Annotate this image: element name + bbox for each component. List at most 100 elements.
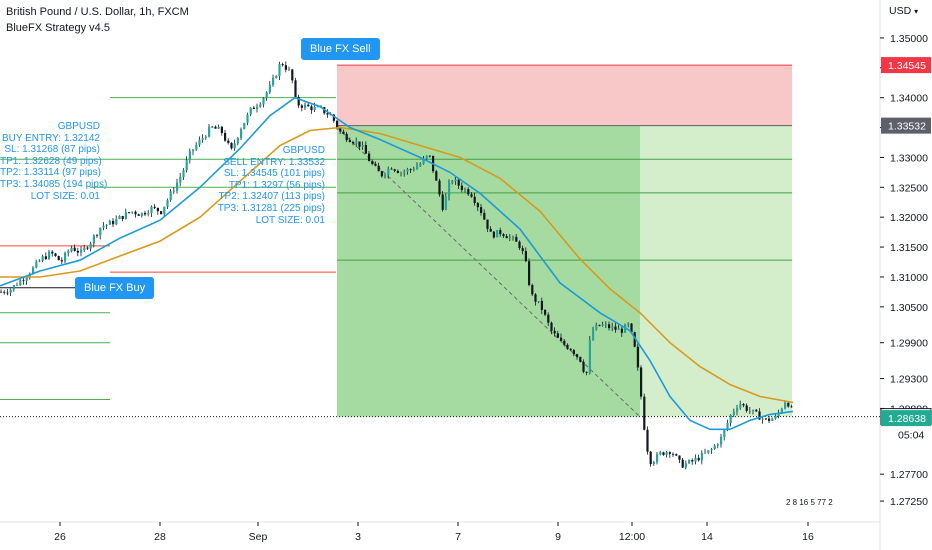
- candle-body: [652, 462, 655, 465]
- candle-body: [121, 215, 124, 219]
- candle-body: [441, 194, 444, 210]
- candle-body: [627, 323, 630, 325]
- candle-body: [112, 220, 115, 225]
- candle-body: [659, 452, 662, 455]
- candle-body: [560, 337, 563, 341]
- candle-body: [665, 452, 668, 456]
- symbol-title: British Pound / U.S. Dollar, 1h, FXCM: [6, 6, 189, 18]
- candle-body: [403, 171, 406, 173]
- candle-body: [307, 104, 310, 107]
- price-badge-label: 1.34545: [888, 60, 926, 72]
- candle-body: [780, 408, 783, 413]
- take-profit-zone-remaining: [640, 125, 792, 417]
- candle-body: [464, 189, 467, 190]
- candle-body: [294, 80, 297, 98]
- x-tick-label: 12:00: [619, 531, 645, 543]
- candle-body: [355, 141, 358, 144]
- candle-body: [163, 206, 166, 214]
- candle-body: [400, 172, 403, 174]
- candle-body: [182, 170, 185, 178]
- candle-body: [259, 104, 262, 107]
- candle-body: [512, 236, 515, 238]
- candle-body: [128, 212, 131, 213]
- candle-body: [9, 289, 12, 293]
- candle-body: [377, 165, 380, 172]
- candle-body: [406, 169, 409, 172]
- candle-body: [723, 429, 726, 437]
- candle-body: [547, 314, 550, 323]
- candle-body: [745, 405, 748, 411]
- currency-selector[interactable]: USD ▾: [889, 5, 918, 17]
- candle-body: [124, 212, 127, 219]
- x-tick-label: 26: [54, 531, 66, 543]
- candle-body: [550, 322, 553, 331]
- candle-body: [268, 84, 271, 93]
- sell-label-line: TP1: 1.3297 (56 pips): [228, 179, 325, 191]
- candle-body: [608, 324, 611, 329]
- candle-body: [201, 137, 204, 140]
- candle-body: [108, 220, 111, 225]
- candle-body: [144, 212, 147, 215]
- candle-body: [339, 127, 342, 132]
- candle-body: [192, 149, 195, 152]
- candle-body: [444, 196, 447, 210]
- candle-body: [368, 153, 371, 162]
- x-tick-label: 7: [455, 531, 461, 543]
- candle-body: [579, 356, 582, 362]
- candle-body: [569, 348, 572, 351]
- candle-body: [604, 324, 607, 326]
- buy-label-line: TP3: 1.34085 (194 pips): [0, 178, 108, 190]
- y-tick-label: 1.35000: [890, 33, 928, 45]
- candle-body: [777, 412, 780, 416]
- candle-body: [684, 463, 687, 468]
- candle-body: [384, 174, 387, 177]
- candle-body: [304, 104, 307, 108]
- candle-body: [265, 92, 268, 99]
- y-tick-label: 1.34000: [890, 93, 928, 105]
- candle-body: [92, 235, 95, 244]
- y-tick-label: 1.29900: [890, 338, 928, 350]
- fast-moving-average: [0, 96, 794, 431]
- candle-body: [396, 170, 399, 174]
- candle-body: [716, 444, 719, 446]
- sell-trade-label: GBPUSD SELL ENTRY: 1.33532 SL: 1.34545 (…: [175, 145, 325, 226]
- y-tick-label: 1.31500: [890, 242, 928, 254]
- candle-body: [768, 418, 771, 421]
- candle-body: [153, 206, 156, 208]
- candle-body: [742, 404, 745, 406]
- candle-body: [291, 69, 294, 81]
- candle-body: [172, 190, 175, 192]
- candle-body: [179, 177, 182, 183]
- candle-body: [409, 169, 412, 171]
- candle-body: [220, 126, 223, 133]
- candle-body: [448, 182, 451, 197]
- candle-body: [601, 324, 604, 326]
- candle-body: [713, 445, 716, 450]
- candle-body: [32, 267, 35, 275]
- candle-body: [137, 214, 140, 216]
- stop-loss-zone: [337, 65, 792, 126]
- candle-body: [80, 249, 83, 253]
- candle-body: [86, 247, 89, 249]
- candle-body: [531, 285, 534, 295]
- candle-body: [694, 457, 697, 462]
- candle-body: [499, 230, 502, 235]
- flag-events-icon[interactable]: 2 8 16 5 77 2: [786, 498, 833, 507]
- y-tick-label: 1.27700: [890, 469, 928, 481]
- candle-body: [67, 251, 70, 254]
- candle-body: [230, 142, 233, 149]
- candle-body: [521, 248, 524, 252]
- candle-body: [726, 422, 729, 430]
- candle-body: [537, 301, 540, 302]
- candle-body: [300, 105, 303, 108]
- candle-body: [416, 166, 419, 170]
- candle-body: [371, 161, 374, 164]
- candle-body: [588, 339, 591, 373]
- x-tick-label: 28: [154, 531, 166, 543]
- candle-body: [73, 247, 76, 251]
- candle-body: [752, 409, 755, 411]
- sell-signal-bubble: Blue FX Sell: [301, 38, 380, 60]
- buy-label-line: TP2: 1.33114 (97 pips): [0, 167, 101, 179]
